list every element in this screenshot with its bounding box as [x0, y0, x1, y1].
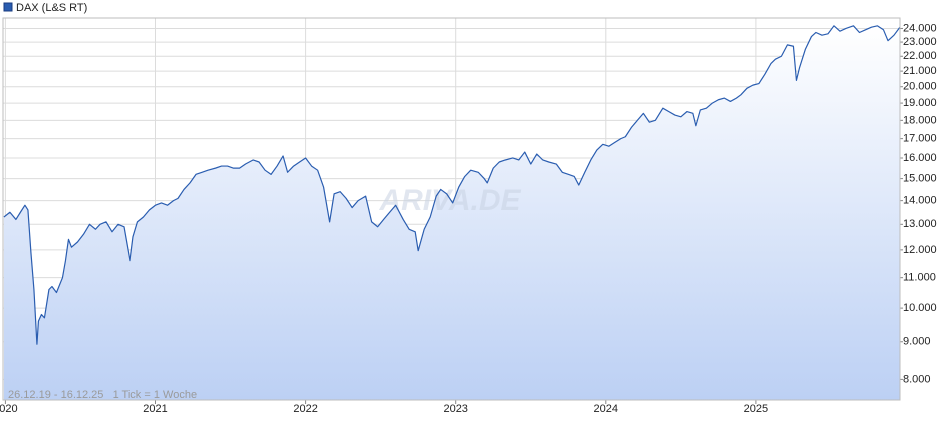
y-tick-label: 12.000	[903, 244, 937, 256]
y-tick-label: 19.000	[903, 97, 937, 109]
area	[3, 25, 900, 400]
y-tick-label: 13.000	[903, 218, 937, 230]
y-tick-label: 22.000	[903, 50, 937, 62]
x-tick-label: 2021	[143, 403, 167, 415]
x-tick-label: 2025	[744, 403, 768, 415]
annotation: 26.12.19 - 16.12.25 1 Tick = 1 Woche	[8, 389, 197, 401]
watermark: ARIVA.DE	[378, 184, 521, 217]
y-tick-label: 24.000	[903, 22, 937, 34]
y-tick-label: 23.000	[903, 36, 937, 48]
y-tick-label: 17.000	[903, 133, 937, 145]
y-tick-label: 20.000	[903, 81, 937, 93]
y-tick-label: 14.000	[903, 195, 937, 207]
y-tick-label: 8.000	[903, 373, 931, 385]
y-tick-label: 18.000	[903, 114, 937, 126]
y-tick-label: 9.000	[903, 336, 931, 348]
y-tick-label: 11.000	[903, 272, 936, 284]
line-layer	[3, 25, 901, 345]
area-layer	[3, 25, 900, 400]
legend-swatch	[3, 2, 13, 12]
price-line	[3, 25, 901, 345]
legend-label: DAX (L&S RT)	[16, 2, 87, 14]
y-tick-label: 10.000	[903, 302, 937, 314]
y-tick-label: 15.000	[903, 173, 937, 185]
y-tick-label: 16.000	[903, 152, 937, 164]
y-tick-label: 21.000	[903, 65, 937, 77]
x-tick-label: 2023	[443, 403, 467, 415]
x-tick-label: 2024	[594, 403, 618, 415]
x-tick-label: 2022	[293, 403, 317, 415]
plot-frame	[2, 17, 901, 401]
